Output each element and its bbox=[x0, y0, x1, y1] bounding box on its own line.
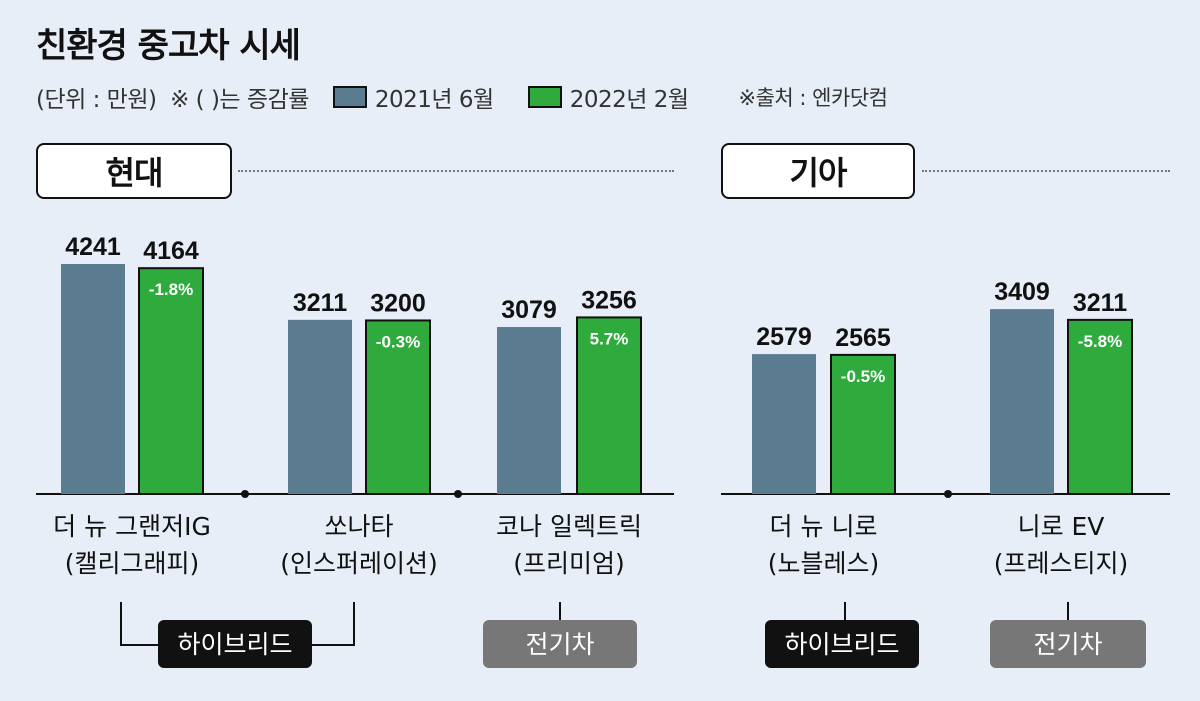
bar-2021-0 bbox=[61, 264, 125, 494]
value-label-2022-0: 4164 bbox=[143, 237, 199, 265]
badge-hybrid-hyundai bbox=[158, 620, 312, 668]
change-label-4: -5.8% bbox=[1078, 332, 1122, 351]
group-divider-hyundai bbox=[238, 170, 674, 172]
subtitle-row: (단위 : 만원) ※ ( )는 증감률 2021년 6월 2022년 2월 ※… bbox=[36, 80, 888, 114]
category-label-line2-2: (프리미엄) bbox=[513, 549, 625, 578]
legend-item-2022: 2022년 2월 bbox=[527, 80, 689, 114]
badge-hybrid-kia bbox=[765, 620, 919, 668]
category-label-line2-3: (노블레스) bbox=[768, 549, 880, 578]
hybrid-bracket-hyundai bbox=[120, 602, 355, 646]
legend-label-2021: 2021년 6월 bbox=[374, 87, 494, 113]
bar-2022-4 bbox=[1067, 318, 1133, 495]
value-label-2021-1: 3211 bbox=[293, 289, 347, 317]
bar-2022-1 bbox=[365, 319, 431, 495]
category-label-line2-0: (캘리그래피) bbox=[65, 549, 200, 578]
category-label-line2-1: (인스퍼레이션) bbox=[280, 549, 438, 578]
value-label-2021-3: 2579 bbox=[756, 323, 812, 351]
change-label-0: -1.8% bbox=[149, 280, 193, 299]
group-label-kia: 기아 bbox=[721, 143, 915, 199]
category-label-line1-4: 니로 EV bbox=[1018, 512, 1105, 541]
value-label-2021-4: 3409 bbox=[994, 278, 1050, 306]
badge-hybrid-kia-label: 하이브리드 bbox=[784, 630, 899, 659]
category-label-line2-4: (프레스티지) bbox=[994, 549, 1129, 578]
bar-2022-2 bbox=[576, 316, 642, 495]
bar-2021-4 bbox=[990, 309, 1054, 494]
value-label-2022-2: 3256 bbox=[581, 286, 637, 314]
bar-2022-0 bbox=[138, 267, 204, 495]
value-label-2021-2: 3079 bbox=[501, 296, 557, 324]
bar-2021-2 bbox=[497, 327, 561, 494]
category-separator-dot-2 bbox=[944, 490, 952, 498]
legend-swatch-2021 bbox=[332, 86, 367, 108]
category-label-line1-2: 코나 일렉트릭 bbox=[496, 512, 642, 541]
bar-2021-1 bbox=[288, 319, 352, 494]
category-separator-dot-1 bbox=[454, 490, 462, 498]
legend-item-2021: 2021년 6월 bbox=[332, 80, 494, 114]
group-divider-kia bbox=[922, 170, 1170, 172]
badge-hybrid-hyundai-label: 하이브리드 bbox=[177, 630, 292, 659]
chart-title: 친환경 중고차 시세 bbox=[36, 26, 301, 66]
category-separator-dot-0 bbox=[241, 490, 249, 498]
badge-ev-kia-label: 전기차 bbox=[1033, 630, 1102, 659]
value-label-2022-3: 2565 bbox=[835, 324, 891, 352]
category-label-line1-0: 더 뉴 그랜저IG bbox=[53, 512, 211, 541]
unit-note: (단위 : 만원) ※ ( )는 증감률 bbox=[36, 87, 309, 113]
value-label-2022-1: 3200 bbox=[370, 289, 426, 317]
value-label-2022-4: 3211 bbox=[1073, 289, 1127, 317]
category-label-line1-3: 더 뉴 니로 bbox=[770, 512, 878, 541]
group-label-hyundai: 현대 bbox=[36, 143, 232, 199]
change-label-1: -0.3% bbox=[376, 332, 420, 351]
bar-2021-3 bbox=[752, 354, 816, 494]
badge-ev-hyundai-label: 전기차 bbox=[525, 630, 594, 659]
category-label-line1-1: 쏘나타 bbox=[324, 512, 393, 541]
bar-2022-3 bbox=[830, 353, 896, 495]
legend-swatch-2022 bbox=[527, 86, 562, 108]
legend-label-2022: 2022년 2월 bbox=[569, 87, 689, 113]
change-label-3: -0.5% bbox=[841, 367, 885, 386]
change-label-2: 5.7% bbox=[590, 329, 629, 348]
badge-ev-kia bbox=[990, 620, 1146, 668]
source-note: ※출처 : 엔카닷컴 bbox=[738, 86, 888, 110]
value-label-2021-0: 4241 bbox=[65, 233, 121, 261]
badge-ev-hyundai bbox=[483, 620, 637, 668]
